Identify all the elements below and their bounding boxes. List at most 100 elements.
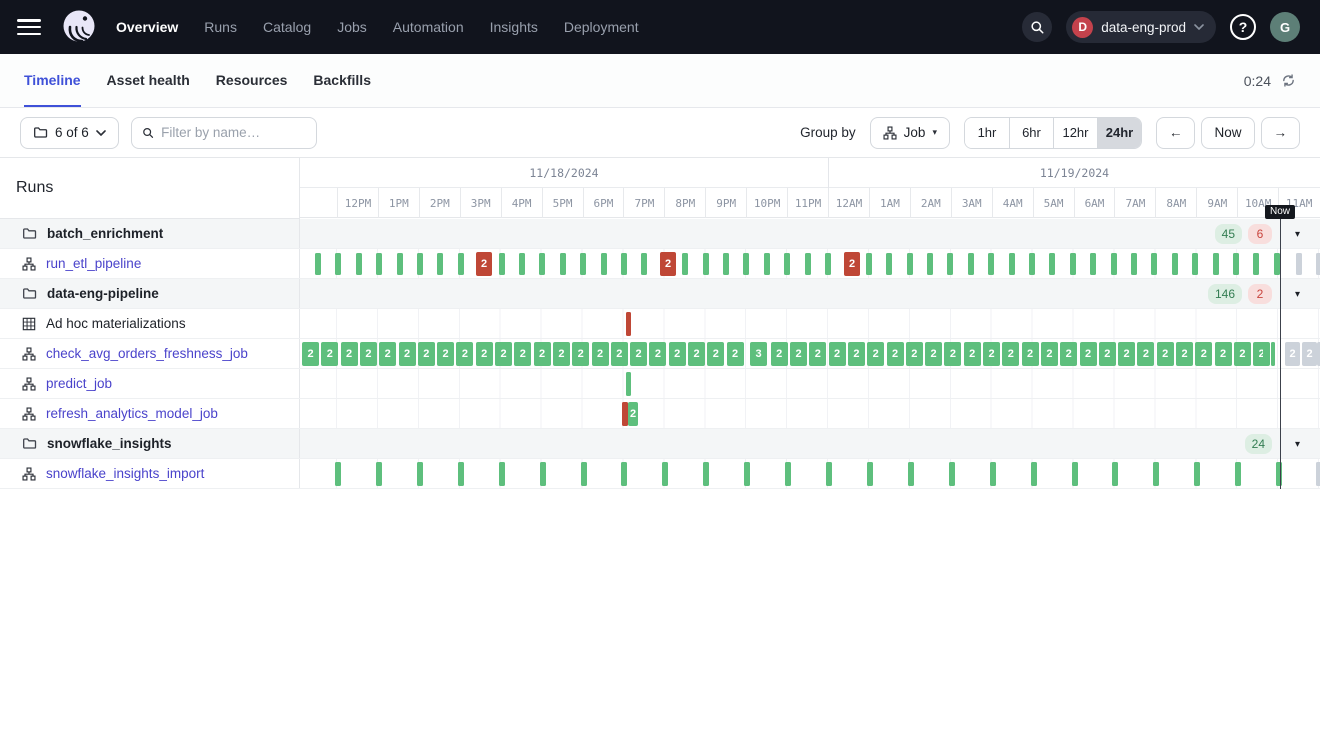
run-bar-success[interactable] [539, 253, 546, 275]
search-icon[interactable] [1022, 12, 1053, 42]
run-bar-success[interactable] [437, 253, 444, 275]
run-bar-success[interactable] [621, 462, 628, 486]
run-bar-future[interactable] [1316, 462, 1320, 486]
run-bar-success[interactable]: 2 [1060, 342, 1078, 366]
run-bar-failure[interactable] [626, 312, 631, 336]
page-left-button[interactable]: ← [1155, 116, 1196, 149]
nav-item-runs[interactable]: Runs [204, 19, 237, 35]
run-bar-success[interactable]: 2 [1253, 342, 1271, 366]
run-bar-success[interactable] [498, 253, 505, 275]
nav-item-overview[interactable]: Overview [116, 19, 179, 35]
run-bar-success[interactable] [1212, 253, 1219, 275]
tab-backfills[interactable]: Backfills [313, 54, 371, 107]
run-bar-success[interactable]: 2 [1195, 342, 1213, 366]
tab-asset-health[interactable]: Asset health [107, 54, 190, 107]
job-link[interactable]: predict_job [46, 376, 113, 391]
run-bar-success[interactable]: 2 [983, 342, 1000, 366]
group-row-batch_enrichment[interactable]: batch_enrichment 45 6 ▾ [0, 219, 1320, 249]
run-bar-success[interactable] [335, 253, 342, 275]
nav-item-deployment[interactable]: Deployment [563, 19, 639, 35]
nav-item-insights[interactable]: Insights [489, 19, 538, 35]
run-bar-success[interactable]: 2 [809, 342, 827, 366]
run-bar-success[interactable]: 2 [379, 342, 397, 366]
run-bar-success[interactable] [355, 253, 362, 275]
run-bar-success[interactable]: 2 [790, 342, 807, 366]
run-bar-success[interactable] [1253, 253, 1260, 275]
group-by-select[interactable]: Job ▾ [869, 116, 950, 149]
run-bar-success[interactable]: 3 [750, 342, 767, 366]
run-bar-success[interactable]: 2 [417, 342, 435, 366]
run-bar-future[interactable] [1296, 253, 1302, 275]
run-bar-success[interactable]: 2 [495, 342, 512, 366]
run-bar-success[interactable]: 2 [437, 342, 455, 366]
run-bar-success[interactable] [1029, 253, 1035, 275]
run-bar-success[interactable]: 2 [591, 342, 609, 366]
run-bar-success[interactable]: 2 [456, 342, 474, 366]
run-bar-success[interactable] [1233, 253, 1239, 275]
run-bar-success[interactable] [988, 253, 995, 275]
run-bar-success[interactable]: 2 [1021, 342, 1039, 366]
run-bar-future[interactable]: 2 [1285, 342, 1300, 366]
nav-item-jobs[interactable]: Jobs [337, 19, 367, 35]
run-bar-success[interactable] [1171, 253, 1178, 275]
run-bar-success[interactable]: 2 [944, 342, 962, 366]
run-bar-success[interactable] [1131, 253, 1137, 275]
run-bar-success[interactable] [621, 253, 627, 275]
run-bar-success[interactable] [396, 253, 403, 275]
run-bar-success[interactable] [865, 253, 872, 275]
run-bar-failure[interactable]: 2 [844, 252, 860, 276]
run-bar-success[interactable] [417, 253, 423, 275]
run-bar-success[interactable] [703, 462, 710, 486]
deployment-switcher[interactable]: D data-eng-prod [1066, 11, 1216, 43]
run-bar-success[interactable]: 2 [1002, 342, 1020, 366]
job-link[interactable]: refresh_analytics_model_job [46, 406, 218, 421]
run-bar-future[interactable]: 2 [1317, 342, 1320, 366]
run-bar-success[interactable] [335, 462, 341, 486]
run-bar-success[interactable]: 2 [514, 342, 532, 366]
run-bar-success[interactable] [702, 253, 709, 275]
run-bar-success[interactable] [498, 462, 505, 486]
run-bar-success[interactable] [906, 253, 913, 275]
expand-caret-icon[interactable]: ▾ [1294, 438, 1300, 450]
run-bar-future[interactable] [1316, 253, 1320, 275]
range-12hr[interactable]: 12hr [1052, 117, 1097, 148]
run-bar-success[interactable] [559, 253, 566, 275]
run-bar-success[interactable]: 2 [726, 342, 744, 366]
tab-timeline[interactable]: Timeline [24, 54, 81, 107]
run-bar-success[interactable]: 2 [552, 342, 570, 366]
run-bar-success[interactable]: 2 [1079, 342, 1097, 366]
run-bar-success[interactable]: 2 [630, 342, 648, 366]
run-bar-success[interactable]: 2 [886, 342, 904, 366]
run-bar-success[interactable]: 2 [649, 342, 667, 366]
run-bar-success[interactable]: 2 [610, 342, 628, 366]
run-bar-failure[interactable]: 2 [660, 252, 676, 276]
expand-caret-icon[interactable]: ▾ [1294, 228, 1300, 240]
run-bar-success[interactable] [1276, 462, 1283, 486]
run-bar-success[interactable] [1151, 253, 1158, 275]
run-bar-success[interactable] [948, 462, 955, 486]
run-bar-success[interactable] [1071, 462, 1078, 486]
run-bar-success[interactable] [375, 462, 382, 486]
run-bar-success[interactable] [1069, 253, 1076, 275]
page-right-button[interactable]: → [1260, 116, 1300, 149]
run-bar-success[interactable] [457, 462, 464, 486]
run-bar-success[interactable]: 2 [321, 342, 339, 366]
jump-to-now-button[interactable]: Now [1201, 116, 1255, 149]
nav-item-automation[interactable]: Automation [392, 19, 464, 35]
run-bar-success[interactable] [886, 253, 893, 275]
run-bar-success[interactable]: 2 [398, 342, 416, 366]
run-bar-success[interactable] [1030, 462, 1037, 486]
run-bar-success[interactable]: 2 [847, 342, 865, 366]
run-bar-success[interactable] [866, 462, 873, 486]
run-bar-success[interactable] [743, 253, 750, 275]
run-bar-success[interactable] [682, 253, 689, 275]
run-bar-success[interactable] [927, 253, 933, 275]
run-bar-success[interactable] [315, 253, 321, 275]
run-bar-success[interactable]: 2 [340, 342, 358, 366]
run-bar-success[interactable] [416, 462, 423, 486]
run-bar-success[interactable] [1008, 253, 1015, 275]
run-bar-success[interactable]: 2 [1040, 342, 1058, 366]
run-bar-success[interactable]: 2 [770, 342, 788, 366]
refresh-icon[interactable] [1281, 73, 1296, 88]
run-bar-success[interactable] [1090, 253, 1097, 275]
